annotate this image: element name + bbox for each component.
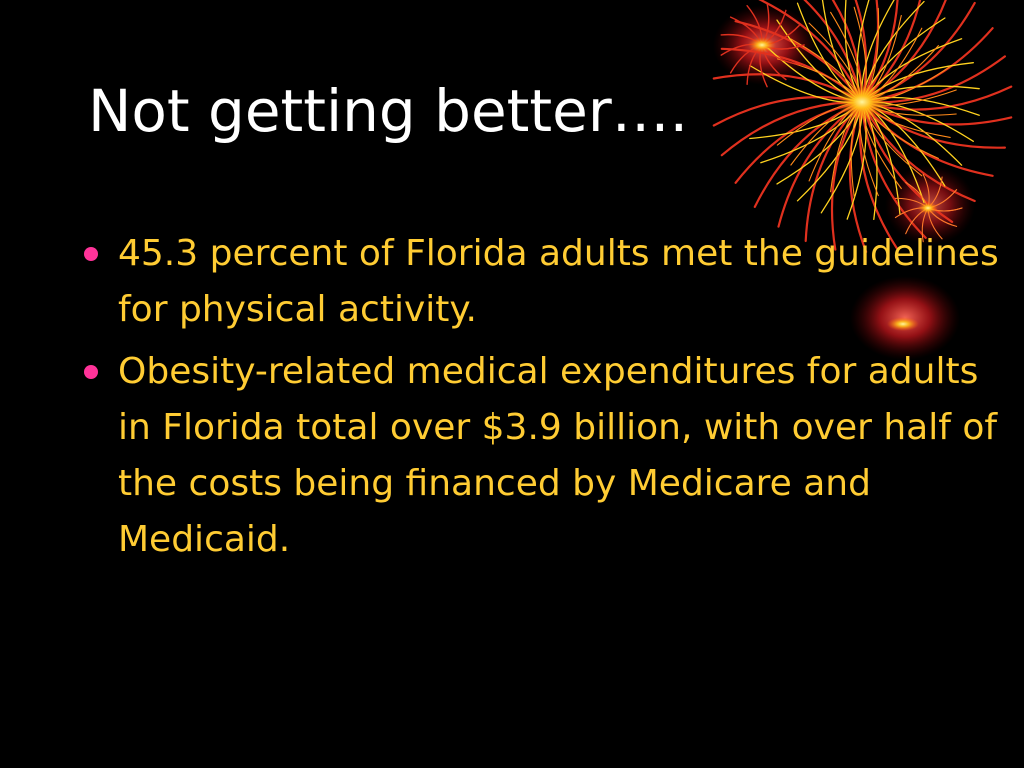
bullet-icon: [84, 247, 98, 261]
bullet-item: Obesity-related medical expenditures for…: [84, 344, 1004, 568]
bullet-text: 45.3 percent of Florida adults met the g…: [118, 233, 999, 330]
slide-title: Not getting better….: [88, 77, 689, 145]
firework-ray: [753, 100, 864, 208]
bullet-icon: [84, 365, 98, 379]
bullet-list: 45.3 percent of Florida adults met the g…: [84, 226, 1004, 574]
bullet-text: Obesity-related medical expenditures for…: [118, 351, 998, 560]
bullet-item: 45.3 percent of Florida adults met the g…: [84, 226, 1004, 338]
